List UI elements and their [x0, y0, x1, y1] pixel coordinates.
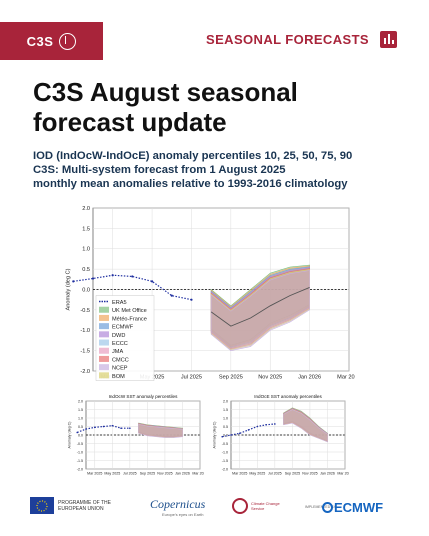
y-tick-label: -1.0 [80, 328, 90, 334]
eu-flag-icon [30, 497, 54, 514]
y-tick-label: -1.5 [222, 459, 228, 463]
legend-label: ECCC [112, 341, 128, 347]
caption-line: IOD (IndOcW-IndOcE) anomaly percentiles … [33, 150, 353, 162]
implemented-by-label: IMPLEMENTED BY [305, 505, 336, 509]
caption-line: C3S: Multi-system forecast from 1 August… [33, 164, 286, 176]
x-tick-label: Nov 2025 [302, 472, 317, 476]
legend-swatch [99, 331, 109, 338]
x-tick-label: Jan 2026 [175, 472, 190, 476]
c3s-emblem-icon [59, 32, 77, 50]
ecmwf-icon [322, 502, 333, 513]
forecast-band [283, 409, 328, 443]
y-tick-label: -2.0 [80, 369, 90, 375]
x-tick-label: Sep 2025 [285, 472, 300, 476]
legend-label: Météo-France [112, 316, 147, 322]
x-tick-label: Mar 2026 [337, 472, 349, 476]
x-tick-label: Mar 2025 [232, 472, 247, 476]
chart-title: IndOcW SST anomaly percentiles [109, 394, 179, 399]
y-tick-label: 2.0 [82, 206, 90, 212]
logo-label: C3S [26, 33, 54, 49]
legend-label: UK Met Office [112, 308, 147, 314]
y-axis-label: Anomaly (deg C) [66, 268, 72, 310]
legend-label: JMA [112, 349, 123, 355]
forecast-band [210, 270, 310, 351]
legend-label: BOM [112, 374, 125, 380]
legend-label: ECMWF [112, 325, 134, 331]
climate-change-service-icon [232, 498, 248, 514]
page-title: C3S August seasonal forecast update [33, 77, 298, 137]
x-tick-label: May 2025 [104, 472, 120, 476]
era5-line [77, 425, 130, 434]
legend-swatch [99, 372, 109, 379]
y-tick-label: -0.5 [80, 308, 90, 314]
legend-label: ERA5 [112, 300, 127, 306]
y-tick-label: 0.0 [78, 433, 83, 437]
y-tick-label: 0.5 [78, 425, 83, 429]
x-tick-label: Mar 2026 [337, 375, 355, 381]
legend-swatch [99, 314, 109, 321]
forecast-median-line [210, 287, 310, 327]
y-axis-label: Anomaly (deg C) [68, 422, 72, 449]
y-tick-label: 2.0 [78, 399, 83, 403]
legend-swatch [99, 339, 109, 346]
y-tick-label: 0.0 [82, 287, 90, 293]
copernicus-logo[interactable]: Copernicus [150, 497, 206, 511]
chart-title: IndOcE SST anomaly percentiles [254, 394, 322, 399]
legend-swatch [99, 347, 109, 354]
x-tick-label: Jul 2025 [181, 375, 202, 381]
bar-chart-icon[interactable] [380, 31, 397, 48]
y-tick-label: 1.5 [223, 408, 228, 412]
legend-label: CMCC [112, 357, 129, 363]
y-tick-label: 0.0 [223, 433, 228, 437]
x-tick-label: Sep 2025 [140, 472, 155, 476]
x-tick-label: Sep 2025 [219, 375, 243, 381]
legend-label: DWD [112, 333, 125, 339]
x-tick-label: Jul 2025 [123, 472, 137, 476]
x-tick-label: Jan 2026 [320, 472, 335, 476]
y-tick-label: -0.5 [77, 442, 83, 446]
x-tick-label: May 2025 [249, 472, 265, 476]
y-tick-label: -1.5 [77, 459, 83, 463]
legend-label: NCEP [112, 366, 128, 372]
eu-programme-label: PROGRAMME OF THE EUROPEAN UNION [58, 500, 111, 512]
y-tick-label: 0.5 [223, 425, 228, 429]
y-tick-label: 1.5 [78, 408, 83, 412]
x-tick-label: Mar 2026 [192, 472, 204, 476]
era5-point [129, 427, 131, 429]
caption-line: monthly mean anomalies relative to 1993-… [33, 178, 348, 190]
y-tick-label: -1.5 [80, 349, 90, 355]
legend-swatch [99, 306, 109, 313]
x-tick-label: Nov 2025 [258, 375, 282, 381]
y-tick-label: 0.5 [82, 267, 90, 273]
y-tick-label: -1.0 [222, 450, 228, 454]
y-tick-label: 1.0 [82, 247, 90, 253]
c3s-logo[interactable]: C3S [0, 22, 103, 60]
y-tick-label: 1.0 [223, 416, 228, 420]
x-tick-label: Nov 2025 [157, 472, 172, 476]
y-axis-label: Anomaly (deg C) [213, 422, 217, 449]
x-tick-label: Jul 2025 [268, 472, 282, 476]
y-tick-label: -1.0 [77, 450, 83, 454]
y-tick-label: -0.5 [222, 442, 228, 446]
ecmwf-logo[interactable]: ECMWF [334, 500, 384, 515]
y-tick-label: -2.0 [77, 467, 83, 471]
forecast-band [138, 423, 183, 438]
legend-swatch [99, 364, 109, 371]
x-tick-label: Mar 2025 [87, 472, 102, 476]
y-tick-label: -2.0 [222, 467, 228, 471]
legend-swatch [99, 355, 109, 362]
era5-line [222, 423, 275, 438]
y-tick-label: 2.0 [223, 399, 228, 403]
legend-swatch [99, 323, 109, 330]
section-title[interactable]: SEASONAL FORECASTS [206, 32, 369, 47]
y-tick-label: 1.0 [78, 416, 83, 420]
chart-caption: IOD (IndOcW-IndOcE) anomaly percentiles … [33, 149, 403, 191]
y-tick-label: 1.5 [82, 226, 90, 232]
x-tick-label: Jan 2026 [298, 375, 321, 381]
copernicus-tagline: Europe's eyes on Earth [162, 512, 204, 517]
ccs-label[interactable]: Climate Change Service [251, 501, 280, 511]
